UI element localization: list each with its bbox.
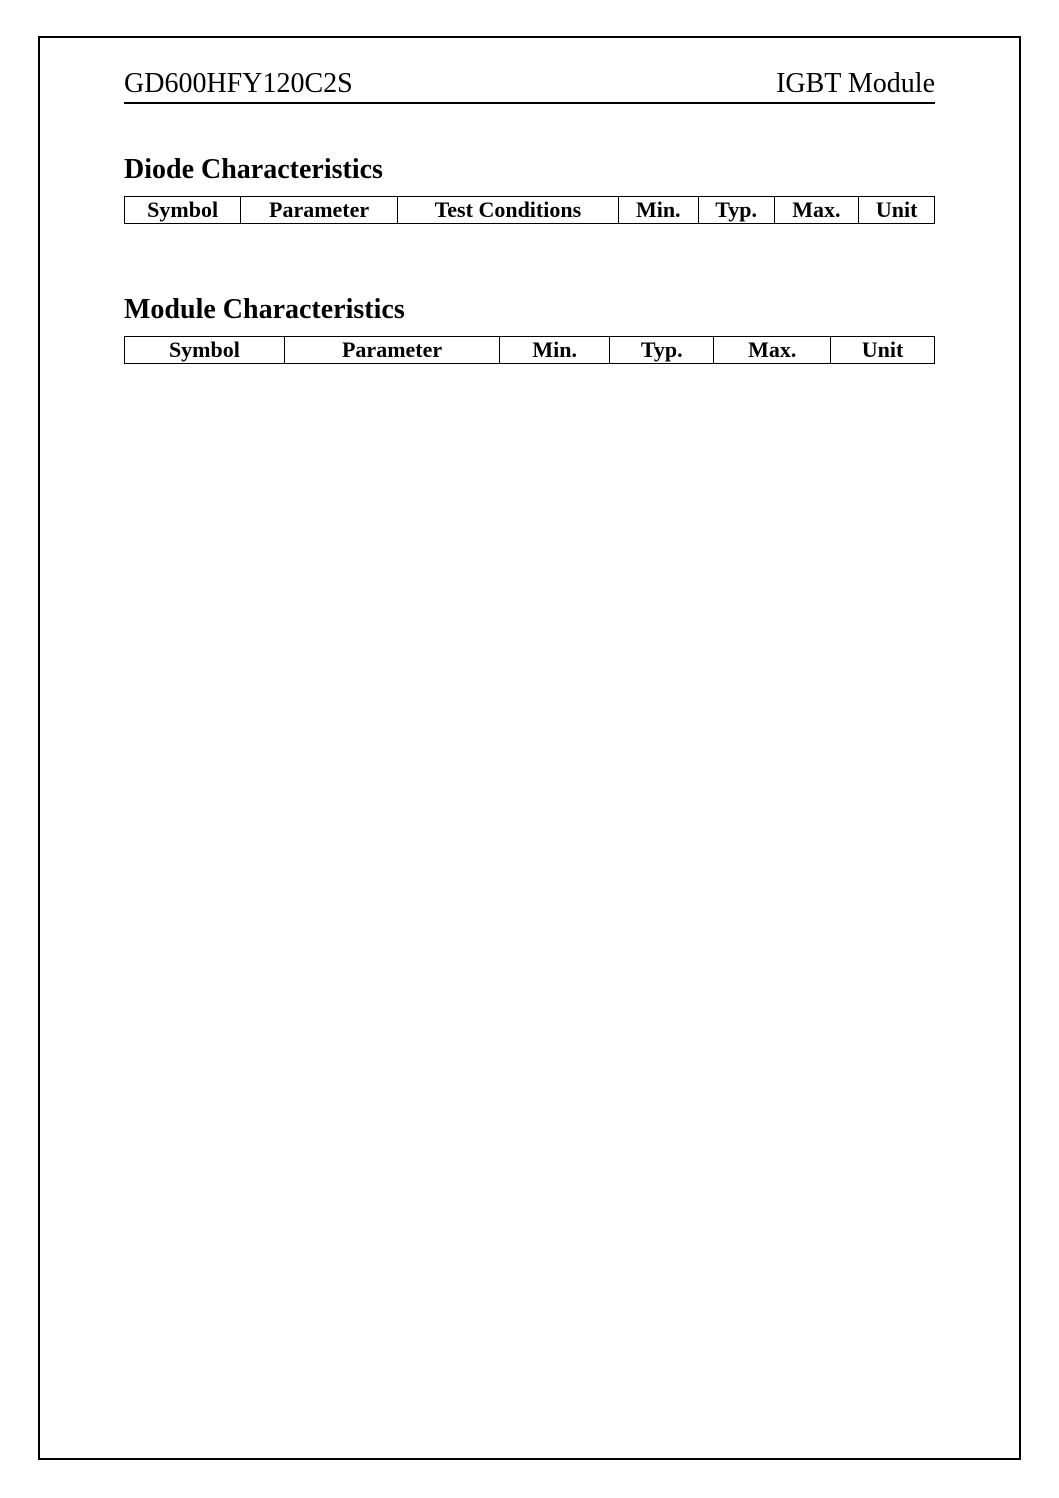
col-max: Max. <box>714 337 831 364</box>
diode-characteristics-table: Symbol Parameter Test Conditions Min. Ty… <box>124 196 935 224</box>
col-parameter: Parameter <box>284 337 500 364</box>
col-max: Max. <box>774 197 859 224</box>
col-min: Min. <box>618 197 698 224</box>
col-symbol: Symbol <box>125 197 241 224</box>
table-header-row: Symbol Parameter Min. Typ. Max. Unit <box>125 337 935 364</box>
page-frame: GD600HFY120C2S IGBT Module Diode Charact… <box>38 36 1021 1460</box>
col-unit: Unit <box>831 337 935 364</box>
col-test-conditions: Test Conditions <box>397 197 618 224</box>
part-number: GD600HFY120C2S <box>124 68 353 100</box>
col-parameter: Parameter <box>241 197 398 224</box>
col-typ: Typ. <box>698 197 774 224</box>
diode-title-text: Diode Characteristics <box>124 154 383 185</box>
module-type: IGBT Module <box>776 68 935 100</box>
diode-section-title: Diode Characteristics <box>124 154 935 186</box>
module-section-title: Module Characteristics <box>124 294 935 326</box>
module-characteristics-table: Symbol Parameter Min. Typ. Max. Unit <box>124 336 935 364</box>
col-typ: Typ. <box>610 337 714 364</box>
col-min: Min. <box>500 337 610 364</box>
col-unit: Unit <box>859 197 935 224</box>
module-title-text: Module Characteristics <box>124 294 405 325</box>
table-header-row: Symbol Parameter Test Conditions Min. Ty… <box>125 197 935 224</box>
page-header: GD600HFY120C2S IGBT Module <box>124 68 935 104</box>
col-symbol: Symbol <box>125 337 285 364</box>
